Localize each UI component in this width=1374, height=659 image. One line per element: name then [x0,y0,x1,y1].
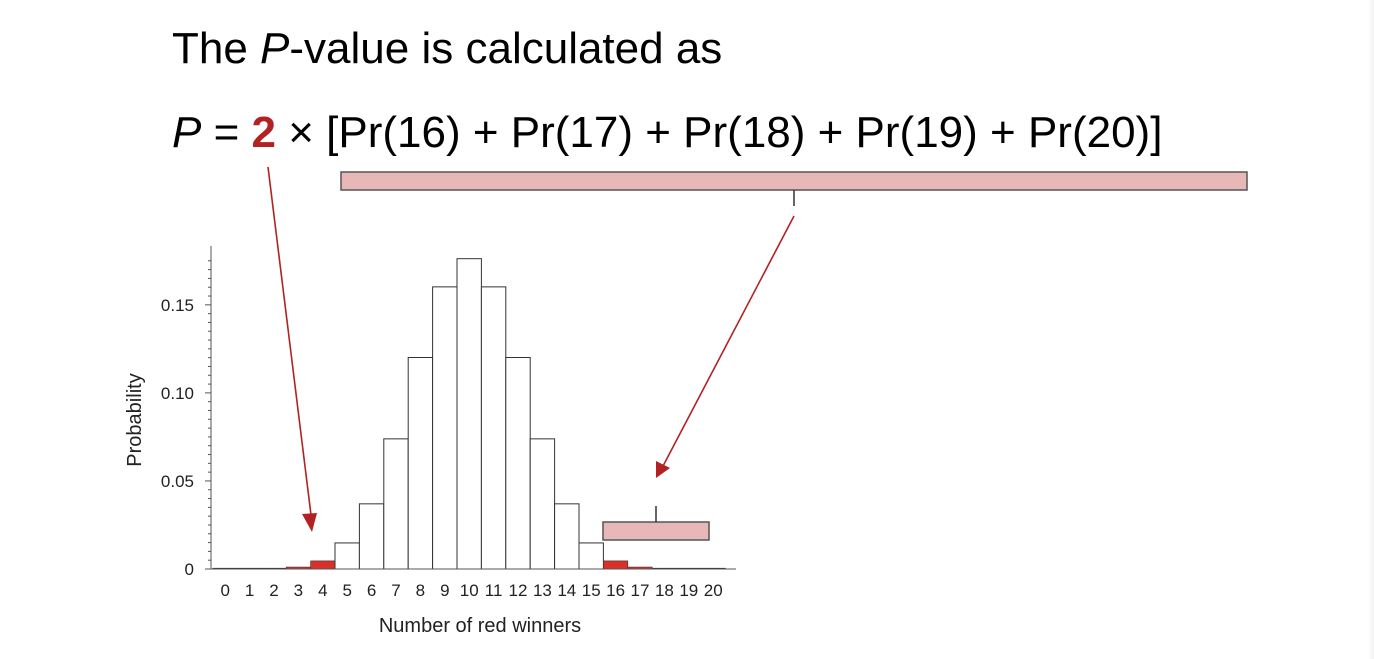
bar-6 [358,503,385,570]
y-tick-label: 0.15 [161,296,194,315]
bar-7 [383,438,409,570]
x-tick-label: 19 [679,581,698,600]
bar-11 [480,286,507,570]
x-tick-label: 8 [416,581,425,600]
formula-times: × [276,108,327,157]
heading-p-italic: P [260,24,290,73]
x-tick-label: 7 [391,581,400,600]
bar-8 [407,356,434,570]
heading-prefix: The [172,24,261,73]
bar-12 [505,356,531,570]
formula-sum: [Pr(16) + Pr(17) + Pr(18) + Pr(19) + Pr(… [326,108,1163,157]
upper-bracket [340,171,1248,191]
y-ticks-group: 0 0.05 0.10 0.15 [161,260,211,579]
formula-p-symbol: P [172,108,202,157]
x-tick-label: 4 [318,581,327,600]
bar-9 [432,286,458,570]
formula-factor: 2 [251,108,276,157]
heading: The P-value is calculated as [172,24,722,74]
x-tick-label: 16 [606,581,625,600]
x-tick-label: 9 [440,581,449,600]
y-axis-label: Probability [124,373,146,466]
bar-14 [554,503,580,570]
x-tick-label: 15 [582,581,601,600]
x-axis-label: Number of red winners [379,615,581,637]
heading-suffix: -value is calculated as [289,24,723,73]
x-tick-label: 17 [631,581,650,600]
x-tick-label: 1 [245,581,254,600]
lower-bracket [602,521,710,541]
bar-5 [334,542,360,570]
x-tick-label: 6 [367,581,376,600]
formula: P = 2 × [Pr(16) + Pr(17) + Pr(18) + Pr(1… [172,108,1162,158]
x-tick-label: 10 [460,581,479,600]
arrow-left-head [302,513,317,532]
arrow-factor-to-left-tail [267,166,313,524]
y-tick-label: 0.10 [161,384,194,403]
x-tick-label: 13 [533,581,552,600]
slide-edge [1368,0,1374,659]
binomial-chart: 00.050.100.15 0 1 2 3 4 5 6 7 8 9 10 11 12 13 14 15 16 17… [124,246,736,637]
y-tick-label: 0 [185,560,194,579]
x-tick-label: 20 [704,581,723,600]
bar-13 [529,438,556,570]
bars-group [212,258,726,570]
y-tick-label: 0.05 [161,472,194,491]
x-tick-label: 18 [655,581,674,600]
x-tick-label: 14 [557,581,576,600]
formula-equals: = [201,108,252,157]
x-tick-label: 12 [509,581,528,600]
arrow-bracket-to-right-tail [661,215,795,469]
bar-10 [456,258,482,570]
bar-4 [310,560,336,570]
x-ticks-group: 0 1 2 3 4 5 6 7 8 9 10 11 12 13 14 15 16 17 18 19 20 [220,581,722,600]
x-tick-label: 3 [294,581,303,600]
x-tick-label: 2 [269,581,278,600]
x-tick-label: 11 [485,581,503,600]
bar-15 [578,542,604,570]
arrow-right-head [656,461,670,478]
x-tick-label: 5 [342,581,351,600]
bar-16 [603,560,629,570]
x-tick-label: 0 [220,581,229,600]
